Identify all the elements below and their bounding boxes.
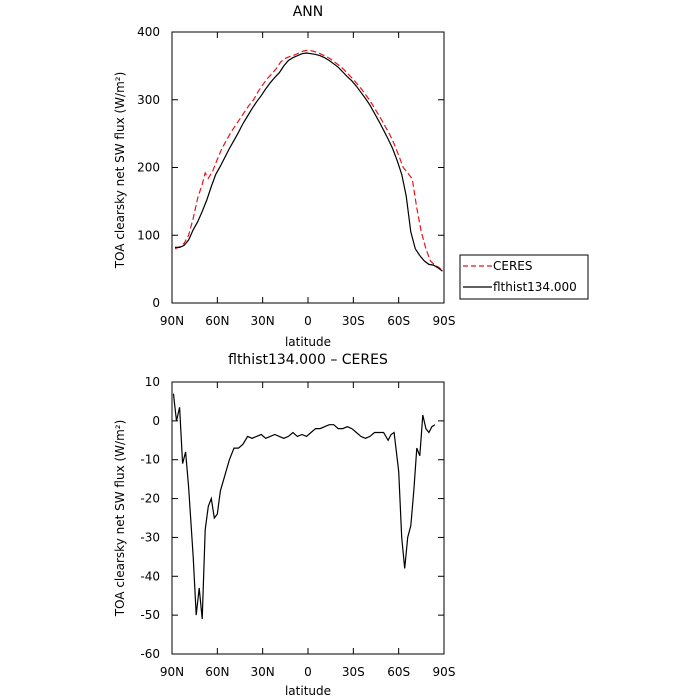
top-x-tick-label: 90N <box>160 314 184 328</box>
top-x-tick-label: 90S <box>433 314 456 328</box>
bottom-x-tick-label: 30S <box>342 665 365 679</box>
bottom-y-tick-label: 10 <box>145 375 160 389</box>
top-chart-title: ANN <box>293 4 324 20</box>
top-series-line-2 <box>175 52 443 272</box>
bottom-y-tick-label: -10 <box>140 453 160 467</box>
top-y-axis-label: TOA clearsky net SW flux (W/m²) <box>113 72 127 270</box>
bottom-series-line-1 <box>172 393 436 620</box>
top-y-tick-label: 400 <box>137 25 160 39</box>
bottom-x-tick-label: 30N <box>251 665 275 679</box>
bottom-x-tick-label: 90S <box>433 665 456 679</box>
bottom-chart-title: flthist134.000 – CERES <box>228 352 388 368</box>
top-legend: CERES flthist134.000 <box>459 254 589 300</box>
bottom-x-tick-label: 90N <box>160 665 184 679</box>
top-y-tick-label: 300 <box>137 93 160 107</box>
bottom-y-tick-label: -20 <box>140 492 160 506</box>
bottom-y-tick-label: 0 <box>152 414 160 428</box>
bottom-x-tick-label: 60N <box>205 665 229 679</box>
top-x-tick-label: 60N <box>205 314 229 328</box>
top-series-line-1 <box>174 49 443 272</box>
top-y-tick-label: 200 <box>137 161 160 175</box>
bottom-y-tick-label: -60 <box>140 647 160 661</box>
top-ticks: 90N 60N 30N 0 30S 60S 90S 0 100 200 300 400 <box>137 25 455 328</box>
bottom-x-tick-label: 60S <box>387 665 410 679</box>
bottom-series <box>172 393 436 620</box>
bottom-y-tick-label: -40 <box>140 569 160 583</box>
bottom-y-axis-label: TOA clearsky net SW flux (W/m²) <box>113 420 127 618</box>
top-series <box>174 49 443 272</box>
legend-label-ceres: CERES <box>493 259 533 273</box>
top-plot-frame <box>171 31 445 304</box>
top-x-tick-label: 30N <box>251 314 275 328</box>
bottom-ticks: 90N 60N 30N 0 30S 60S 90S -60 -50 -40 -30 -20 -10 0 10 <box>140 375 455 679</box>
bottom-x-tick-label: 0 <box>304 665 312 679</box>
bottom-plot-frame <box>171 381 445 655</box>
legend-box <box>459 254 589 300</box>
top-y-tick-label: 100 <box>137 228 160 242</box>
top-x-tick-label: 60S <box>387 314 410 328</box>
top-x-tick-label: 30S <box>342 314 365 328</box>
bottom-y-tick-label: -50 <box>140 608 160 622</box>
legend-label-model: flthist134.000 <box>493 280 577 294</box>
bottom-x-axis-label: latitude <box>285 684 331 698</box>
top-x-tick-label: 0 <box>304 314 312 328</box>
top-panel: ANN TOA clearsky net SW flux (W/m²) lati… <box>113 4 589 349</box>
bottom-y-tick-label: -30 <box>140 530 160 544</box>
bottom-panel: flthist134.000 – CERES TOA clearsky net … <box>113 352 455 698</box>
top-x-axis-label: latitude <box>285 335 331 349</box>
top-y-tick-label: 0 <box>152 296 160 310</box>
